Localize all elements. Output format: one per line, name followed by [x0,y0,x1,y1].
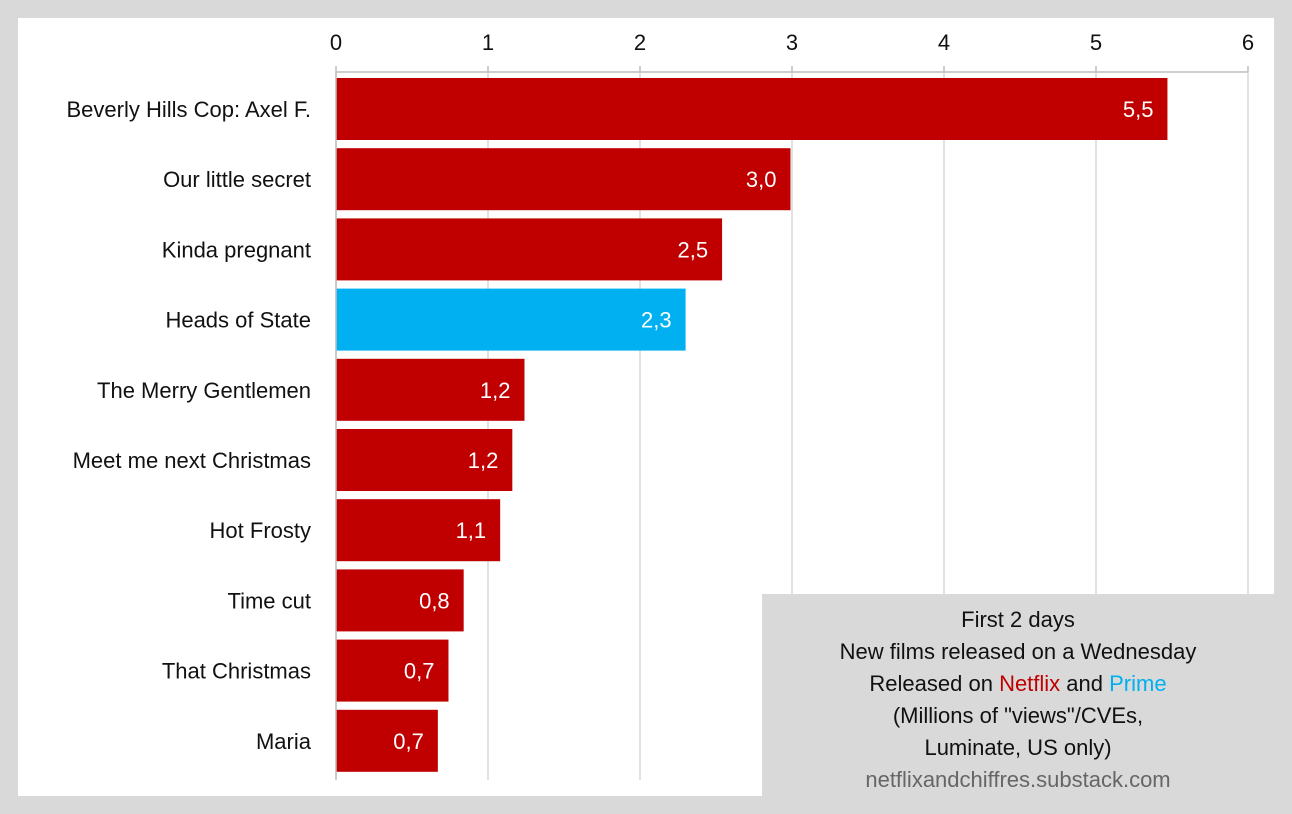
bar [336,358,525,421]
bar [336,569,464,632]
x-axis: 0 1 2 3 4 5 6 [330,30,1254,780]
bar [336,148,791,211]
bar-value-label: 0,7 [404,659,435,684]
category-label: Maria [256,729,312,754]
category-label: Our little secret [163,167,311,192]
legend-prefix: Released on [869,671,1000,696]
bar [336,639,449,702]
watermark-line-1: NETFLIX [675,376,918,436]
legend-line-5: Luminate, US only) [924,735,1112,760]
bar-value-label: 5,5 [1123,97,1154,122]
x-tick-label: 4 [938,30,950,55]
bars: 5,5 3,0 2,5 2,3 1,2 1,2 1,1 0,8 0,7 0,7 [336,78,1168,772]
bar [336,709,438,772]
watermark-logo: NETFLIX& CHIFFRES [675,376,918,476]
bar [336,499,501,562]
legend-line-4: (Millions of "views"/CVEs, [892,703,1144,728]
category-label: Heads of State [165,308,311,333]
category-label: That Christmas [162,659,311,684]
category-label: Kinda pregnant [162,237,311,262]
legend-and: and [1060,671,1110,696]
legend-line-1: First 2 days [961,607,1075,632]
watermark-logo: NETFLIX& CHIFFRES [979,376,1222,476]
legend-prime: Prime [1109,671,1167,696]
category-label: Meet me next Christmas [73,448,311,473]
source-url: netflixandchiffres.substack.com [865,767,1171,792]
bar-value-label: 2,5 [677,237,708,262]
legend-line-3: Released on Netflix and Prime [762,668,1274,700]
category-label: Beverly Hills Cop: Axel F. [66,97,311,122]
x-tick-label: 1 [482,30,494,55]
bar [336,218,723,281]
legend-box: First 2 days New films released on a Wed… [762,594,1274,796]
bar [336,78,1168,140]
bar-value-label: 1,2 [480,378,511,403]
legend-netflix: Netflix [999,671,1061,696]
bar [336,429,513,491]
category-label: The Merry Gentlemen [97,378,311,403]
x-tick-label: 2 [634,30,646,55]
bar-value-label: 2,3 [641,308,672,333]
x-tick-label: 3 [786,30,798,55]
bar-value-label: 1,1 [456,518,487,543]
bar-value-label: 0,7 [393,729,424,754]
legend-line-2: New films released on a Wednesday [839,639,1197,664]
bar [336,288,686,351]
x-tick-label: 5 [1090,30,1102,55]
category-labels: Beverly Hills Cop: Axel F. Our little sec… [66,97,311,754]
watermark-line-2: & CHIFFRES [682,436,910,476]
bar-value-label: 1,2 [468,448,499,473]
bar-value-label: 0,8 [419,588,450,613]
bar-value-label: 3,0 [746,167,777,192]
x-tick-label: 0 [330,30,342,55]
watermark-line-1: NETFLIX [979,376,1222,436]
category-label: Hot Frosty [210,518,311,543]
watermark-line-2: & CHIFFRES [986,436,1214,476]
x-tick-label: 6 [1242,30,1254,55]
watermark-line-2: & CHIFFRES [986,181,1214,221]
category-label: Time cut [227,588,311,613]
